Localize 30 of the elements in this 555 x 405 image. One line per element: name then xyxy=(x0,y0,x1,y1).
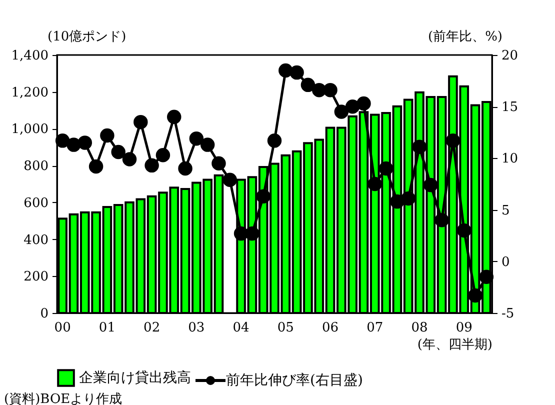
y-tick-label: 1,200 xyxy=(11,85,48,100)
x-tick-label: 08 xyxy=(411,320,428,336)
y-axis-title: (10億ポンド) xyxy=(48,30,126,44)
x-tick-label: 05 xyxy=(277,320,294,336)
y-tick-label: 600 xyxy=(24,196,48,211)
x-tick-label: 01 xyxy=(98,320,116,336)
y-tick-label: 400 xyxy=(24,232,48,248)
y2-tick-label: 15 xyxy=(502,100,518,116)
x-tick-label: 07 xyxy=(366,320,384,336)
y-tick-label: 1,000 xyxy=(11,122,48,138)
y-tick-label: 200 xyxy=(24,270,48,285)
y2-tick-label: 20 xyxy=(502,48,518,64)
legend-label: 前年比伸び率(右目盛) xyxy=(226,372,363,388)
x-tick-label: 06 xyxy=(322,320,339,336)
x-axis-title: (年、四半期) xyxy=(417,338,492,352)
y-tick-label: 1,400 xyxy=(11,48,48,64)
y2-axis-title: (前年比、%) xyxy=(428,30,502,44)
x-tick-label: 04 xyxy=(232,320,250,336)
legend-label: 企業向け貸出残高 xyxy=(79,370,191,386)
y2-tick-label: -5 xyxy=(502,306,514,322)
x-tick-label: 03 xyxy=(188,320,205,336)
y-tick-label: 800 xyxy=(24,159,48,174)
x-tick-label: 00 xyxy=(54,320,71,336)
x-tick-label: 09 xyxy=(456,320,472,336)
y2-tick-label: 5 xyxy=(502,203,510,218)
y2-tick-label: 0 xyxy=(502,254,510,270)
text: (資料)BOEより作成 xyxy=(4,391,124,405)
y2-tick-label: 10 xyxy=(502,152,518,167)
x-tick-label: 02 xyxy=(144,320,160,336)
y-tick-label: 0 xyxy=(40,306,48,322)
